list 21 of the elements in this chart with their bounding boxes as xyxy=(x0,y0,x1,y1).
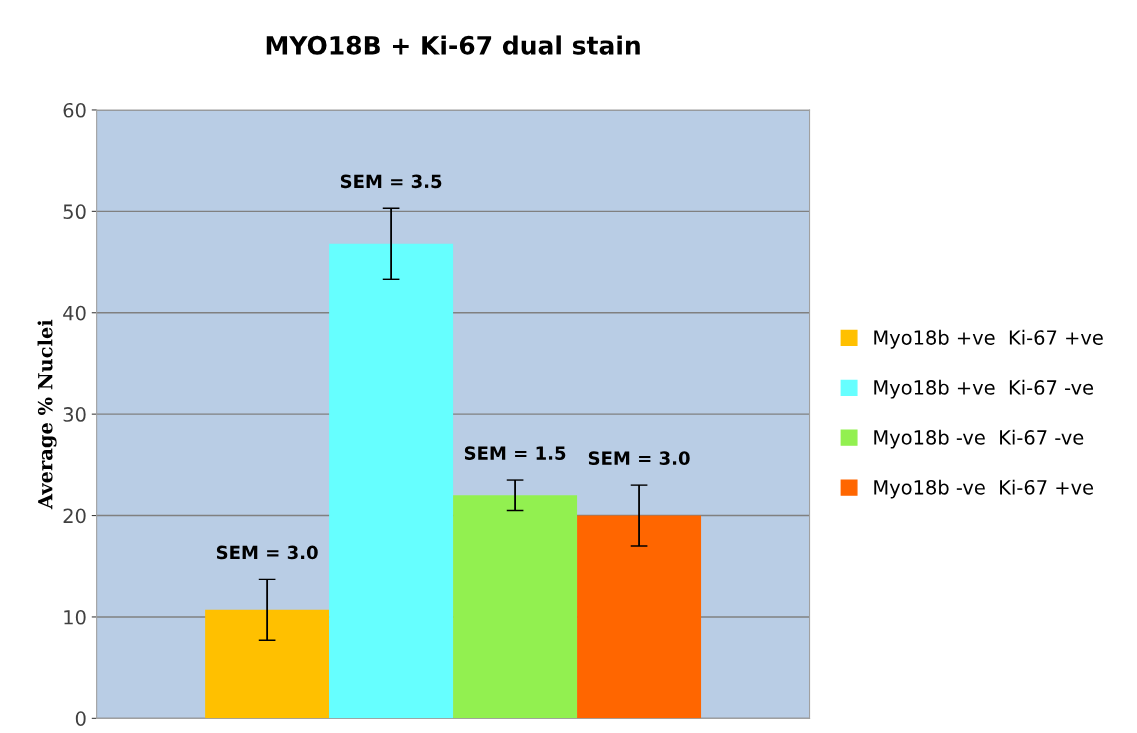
y-tick-label: 50 xyxy=(63,204,86,220)
legend-label: Myo18b -ve Ki-67 +ve xyxy=(874,479,1094,499)
y-axis-title: Average % Nuclei xyxy=(37,319,57,510)
legend-label: Myo18b -ve Ki-67 -ve xyxy=(874,429,1084,449)
legend-label: Myo18b +ve Ki-67 -ve xyxy=(874,379,1094,399)
annotation: SEM = 3.0 xyxy=(216,545,318,560)
bar xyxy=(453,495,578,719)
y-tick-label: 0 xyxy=(75,711,86,726)
y-tick-label: 40 xyxy=(63,305,86,321)
annotation: SEM = 3.5 xyxy=(340,174,442,189)
chart-title: MYO18B + Ki-67 dual stain xyxy=(266,35,640,55)
bar xyxy=(329,243,454,719)
y-tick-label: 10 xyxy=(64,609,86,625)
annotation: SEM = 3.0 xyxy=(588,451,690,465)
y-tick-label: 30 xyxy=(63,407,86,422)
bar xyxy=(577,515,702,719)
bar xyxy=(205,609,330,719)
legend-label: Myo18b +ve Ki-67 +ve xyxy=(874,329,1103,349)
annotation: SEM = 1.5 xyxy=(464,446,566,460)
y-tick-label: 20 xyxy=(63,508,86,524)
y-tick-label: 60 xyxy=(63,102,86,118)
